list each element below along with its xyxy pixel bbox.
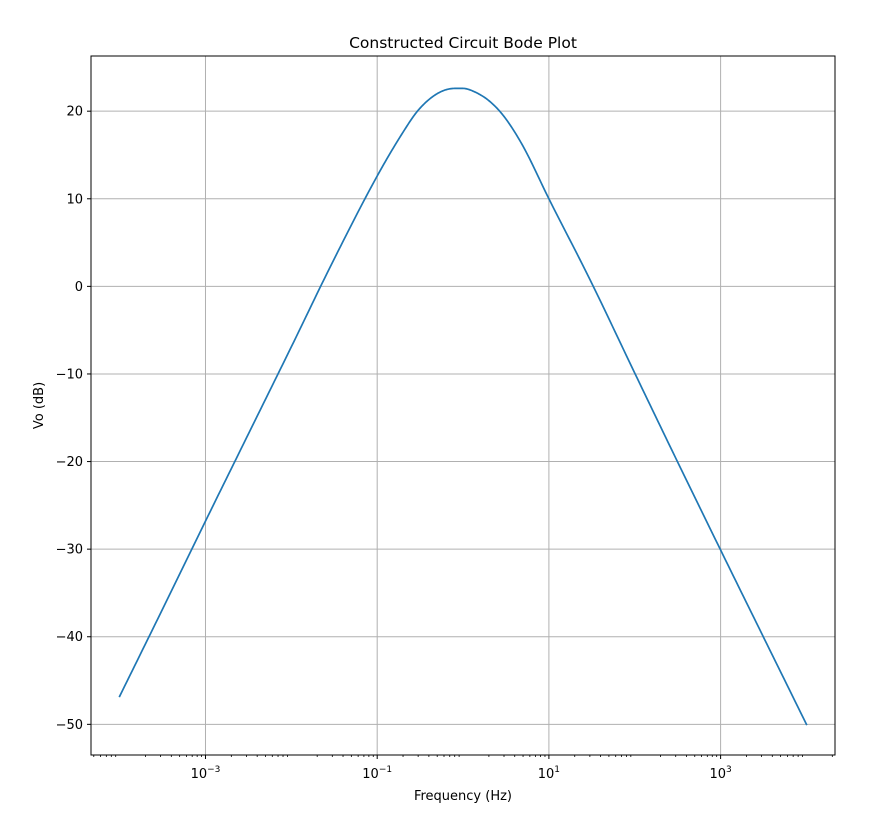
y-tick-label: 20 [66, 105, 83, 120]
x-tick-label-base: 10 [362, 767, 379, 782]
y-tick-label: −40 [56, 630, 83, 645]
plot-area-frame [90, 55, 836, 756]
x-axis-label: Frequency (Hz) [414, 789, 512, 804]
x-tick-label-exponent: 1 [554, 765, 560, 775]
y-tick-label: −30 [56, 543, 83, 558]
grid-lines [91, 56, 835, 755]
x-tick-label-exponent: 3 [726, 765, 732, 775]
series-line [118, 87, 808, 726]
x-tick-label: 10−1 [362, 765, 392, 782]
x-tick-label: 10−3 [191, 765, 221, 782]
y-axis-label: Vo (dB) [32, 382, 47, 429]
y-tick-label: 0 [75, 280, 83, 295]
x-tick-label: 101 [538, 765, 560, 782]
x-tick-label-base: 10 [191, 767, 208, 782]
x-tick-label-exponent: −1 [379, 765, 392, 775]
chart-title: Constructed Circuit Bode Plot [349, 34, 577, 52]
y-tick-label: −10 [56, 367, 83, 382]
x-tick-label: 103 [709, 765, 731, 782]
x-tick-label-exponent: −3 [207, 765, 220, 775]
y-tick-label: 10 [66, 192, 83, 207]
y-tick-label: −20 [56, 455, 83, 470]
x-tick-label-base: 10 [538, 767, 555, 782]
x-tick-label-base: 10 [709, 767, 726, 782]
data-series [118, 87, 808, 726]
y-tick-label: −50 [56, 718, 83, 733]
